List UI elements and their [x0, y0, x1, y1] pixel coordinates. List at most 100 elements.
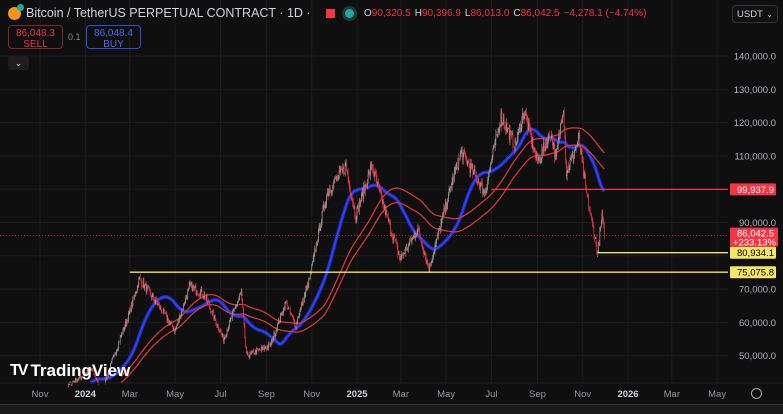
candle-body — [503, 118, 505, 127]
candle-body — [316, 243, 318, 245]
candle-body — [414, 234, 416, 238]
candle-body — [567, 166, 569, 173]
candle-body — [583, 172, 585, 176]
candle-body — [496, 133, 497, 135]
candle-body — [303, 298, 304, 303]
candle-body — [136, 291, 137, 294]
candle-body — [305, 289, 307, 295]
high-label: H — [414, 8, 422, 19]
candle-body — [260, 349, 261, 351]
candle-body — [493, 144, 494, 150]
candle-body — [254, 353, 255, 355]
candle-body — [600, 222, 602, 228]
candle-body — [134, 294, 136, 296]
candle-body — [298, 315, 300, 318]
tradingview-logo: TV TradingView — [10, 361, 130, 381]
candle-body — [90, 369, 91, 370]
candle-body — [394, 236, 396, 242]
candle-body — [159, 306, 161, 309]
sell-button[interactable]: 86,048.3 SELL — [8, 25, 63, 50]
symbol-name[interactable]: Bitcoin / TetherUS PERPETUAL CONTRACT · … — [26, 6, 311, 20]
candle-body — [321, 211, 323, 222]
candle-body — [482, 192, 484, 194]
candle-body — [444, 207, 445, 213]
candle-body — [113, 353, 115, 356]
candle-body — [344, 164, 346, 174]
candle-body — [309, 272, 311, 280]
candle-body — [268, 343, 270, 349]
candle-body — [267, 346, 269, 349]
candle-body — [333, 182, 335, 184]
candle-body — [277, 320, 279, 324]
low-value: 86,013.0 — [470, 8, 510, 19]
candle-body — [178, 319, 180, 321]
candle-body — [361, 193, 362, 202]
candle-body — [490, 164, 492, 169]
candle-body — [370, 164, 372, 167]
candle-body — [349, 189, 351, 195]
candle-body — [156, 302, 158, 306]
candle-body — [571, 152, 573, 157]
candle-body — [281, 313, 283, 316]
candle-body — [341, 169, 343, 171]
candle-body — [360, 201, 362, 205]
candle-body — [294, 321, 296, 327]
candle-body — [243, 307, 244, 318]
candle-body — [491, 162, 492, 165]
candle-body — [511, 133, 513, 135]
candle-body — [242, 299, 244, 308]
candle-body — [509, 130, 511, 140]
settings-gear-icon[interactable] — [751, 388, 762, 399]
candle-body — [322, 208, 324, 212]
candle-body — [581, 149, 583, 159]
candle-body — [251, 350, 253, 353]
candle-body — [127, 319, 128, 322]
candle-body — [489, 168, 491, 170]
candle-body — [184, 303, 186, 306]
candle-body — [529, 124, 531, 133]
candle-body — [142, 280, 144, 287]
candle-body — [477, 181, 479, 183]
candle-body — [319, 225, 321, 231]
candle-body — [249, 355, 250, 358]
candle-body — [228, 320, 230, 328]
candle-body — [598, 242, 600, 246]
candle-body — [186, 297, 188, 299]
collapse-button[interactable]: ⌄ — [8, 56, 29, 70]
candle-body — [486, 187, 488, 189]
y-tick-label: 120,000.0 — [734, 118, 776, 129]
candle-body — [108, 369, 110, 373]
candle-body — [526, 117, 528, 121]
candle-body — [497, 128, 499, 135]
candle-body — [373, 168, 374, 174]
candle-body — [348, 178, 350, 182]
candle-body — [118, 342, 120, 348]
buy-button[interactable]: 86,048.4 BUY — [86, 25, 141, 50]
candle-body — [464, 150, 466, 154]
candle-body — [471, 163, 472, 168]
candle-body — [355, 216, 356, 221]
candle-body — [502, 122, 503, 124]
last-price-label-bg — [730, 227, 778, 247]
candle-body — [531, 133, 532, 145]
candle-body — [537, 153, 538, 164]
candle-body — [416, 235, 417, 237]
currency-select[interactable]: USDT ⌄ — [732, 5, 778, 23]
candle-body — [350, 194, 352, 198]
currency-value: USDT — [737, 9, 763, 20]
candle-body — [398, 253, 400, 258]
candle-body — [368, 171, 370, 175]
spread: 0.1 — [68, 32, 81, 42]
candle-body — [196, 293, 198, 294]
candle-body — [363, 185, 365, 199]
x-tick-label: May — [437, 389, 455, 400]
x-tick-label: 2025 — [346, 389, 368, 400]
flag-icon[interactable] — [326, 9, 335, 18]
candle-body — [129, 307, 131, 313]
candle-body — [143, 280, 145, 289]
candle-body — [575, 145, 577, 151]
candle-body — [424, 253, 425, 255]
sell-price: 86,048.3 — [16, 28, 55, 39]
candle-body — [132, 297, 134, 306]
